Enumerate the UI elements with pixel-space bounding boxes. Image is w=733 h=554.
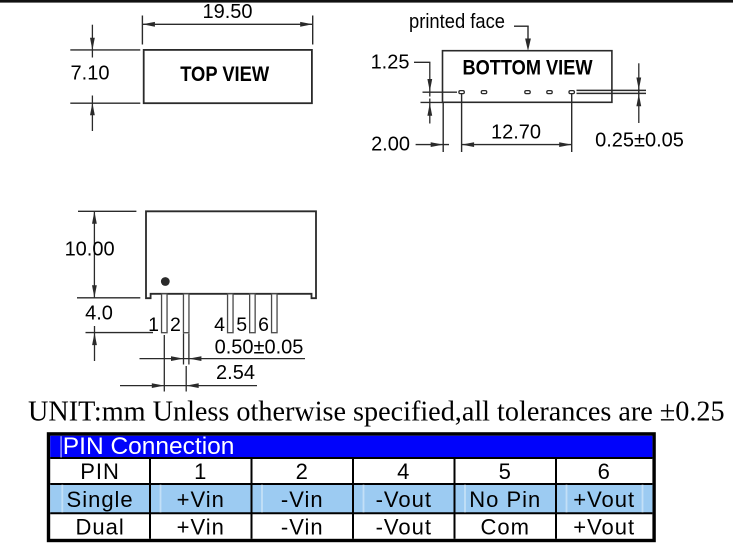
svg-text:6: 6 — [598, 459, 611, 484]
svg-text:12.70: 12.70 — [491, 122, 541, 144]
svg-text:Dual: Dual — [75, 515, 124, 540]
svg-text:Single: Single — [67, 487, 134, 512]
svg-text:5: 5 — [499, 459, 512, 484]
svg-text:2.54: 2.54 — [216, 362, 255, 384]
svg-text:UNIT:mm Unless otherwise speci: UNIT:mm Unless otherwise specified,all t… — [28, 397, 725, 428]
svg-text:1.25: 1.25 — [371, 52, 410, 74]
svg-text:PIN: PIN — [80, 459, 120, 484]
svg-text:-Vin: -Vin — [281, 487, 324, 512]
svg-text:+Vout: +Vout — [573, 487, 635, 512]
svg-text:5: 5 — [236, 314, 247, 336]
svg-text:4.0: 4.0 — [85, 303, 113, 325]
svg-text:2: 2 — [170, 314, 181, 336]
svg-text:0.25±0.05: 0.25±0.05 — [595, 130, 684, 152]
svg-text:+Vin: +Vin — [177, 487, 225, 512]
svg-text:1: 1 — [148, 314, 159, 336]
svg-text:10.00: 10.00 — [65, 239, 115, 261]
svg-text:4: 4 — [214, 314, 225, 336]
svg-text:No Pin: No Pin — [469, 487, 541, 512]
svg-text:0.50±0.05: 0.50±0.05 — [215, 337, 304, 359]
svg-text:printed face: printed face — [409, 11, 505, 33]
svg-text:6: 6 — [258, 314, 269, 336]
svg-text:+Vout: +Vout — [573, 515, 635, 540]
svg-text:Com: Com — [481, 515, 530, 540]
svg-text:1: 1 — [194, 459, 207, 484]
svg-text:19.50: 19.50 — [202, 1, 252, 23]
svg-text:BOTTOM VIEW: BOTTOM VIEW — [463, 57, 593, 80]
svg-text:4: 4 — [397, 459, 410, 484]
svg-text:2: 2 — [296, 459, 309, 484]
svg-text:PIN Connection: PIN Connection — [63, 433, 235, 460]
svg-text:2.00: 2.00 — [371, 134, 410, 156]
svg-text:TOP VIEW: TOP VIEW — [180, 63, 269, 86]
svg-text:-Vin: -Vin — [281, 515, 324, 540]
svg-text:+Vin: +Vin — [177, 515, 225, 540]
svg-text:-Vout: -Vout — [376, 515, 432, 540]
svg-text:-Vout: -Vout — [376, 487, 432, 512]
svg-text:7.10: 7.10 — [71, 63, 110, 85]
